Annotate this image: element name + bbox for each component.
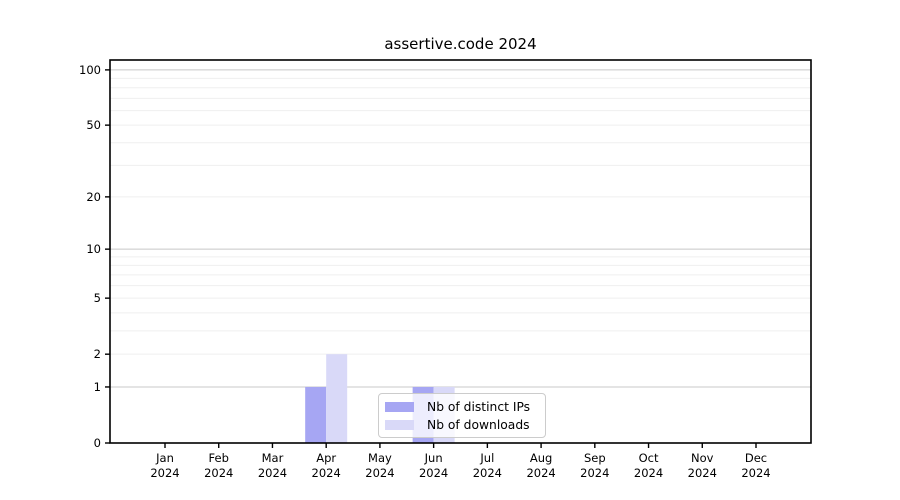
x-tick-label: Mar 2024	[258, 451, 287, 480]
x-tick-label: Jun 2024	[419, 451, 448, 480]
x-tick-label: May 2024	[365, 451, 394, 480]
chart-title: assertive.code 2024	[384, 35, 537, 53]
legend-label-distinct-ips: Nb of distinct IPs	[427, 400, 531, 414]
legend-swatch-distinct-ips	[385, 402, 414, 412]
x-tick-label: Nov 2024	[688, 451, 717, 480]
bar-downloads	[326, 354, 348, 443]
y-tick-label: 1	[94, 380, 101, 394]
bar-distinct-ips	[305, 386, 327, 443]
x-tick-label: Apr 2024	[312, 451, 341, 480]
y-tick-label: 0	[94, 436, 101, 450]
x-tick-label: Oct 2024	[634, 451, 663, 480]
legend-item-distinct-ips: Nb of distinct IPs	[385, 399, 537, 415]
y-tick-label: 10	[86, 242, 101, 256]
legend-swatch-downloads	[385, 420, 414, 430]
x-tick-label: Feb 2024	[204, 451, 233, 480]
legend: Nb of distinct IPs Nb of downloads	[378, 393, 546, 438]
plot-border	[109, 59, 812, 444]
y-tick-label: 50	[86, 118, 101, 132]
x-tick-label: Aug 2024	[526, 451, 555, 480]
y-tick-label: 5	[94, 291, 101, 305]
legend-label-downloads: Nb of downloads	[427, 418, 530, 432]
y-tick-label: 2	[94, 347, 101, 361]
x-tick-label: Dec 2024	[741, 451, 770, 480]
y-tick-label: 20	[86, 190, 101, 204]
x-tick-label: Jul 2024	[473, 451, 502, 480]
legend-item-downloads: Nb of downloads	[385, 417, 537, 433]
x-tick-label: Jan 2024	[150, 451, 179, 480]
x-tick-label: Sep 2024	[580, 451, 609, 480]
y-tick-label: 100	[79, 63, 101, 77]
